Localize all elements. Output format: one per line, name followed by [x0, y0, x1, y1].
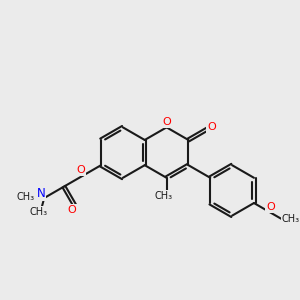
- Text: O: O: [76, 165, 85, 175]
- Text: N: N: [36, 187, 45, 200]
- Text: O: O: [68, 206, 76, 215]
- Text: CH₃: CH₃: [29, 207, 47, 217]
- Text: CH₃: CH₃: [282, 214, 300, 224]
- Text: O: O: [266, 202, 275, 212]
- Text: O: O: [207, 122, 216, 132]
- Text: CH₃: CH₃: [154, 191, 173, 201]
- Text: O: O: [162, 118, 171, 128]
- Text: CH₃: CH₃: [16, 192, 34, 202]
